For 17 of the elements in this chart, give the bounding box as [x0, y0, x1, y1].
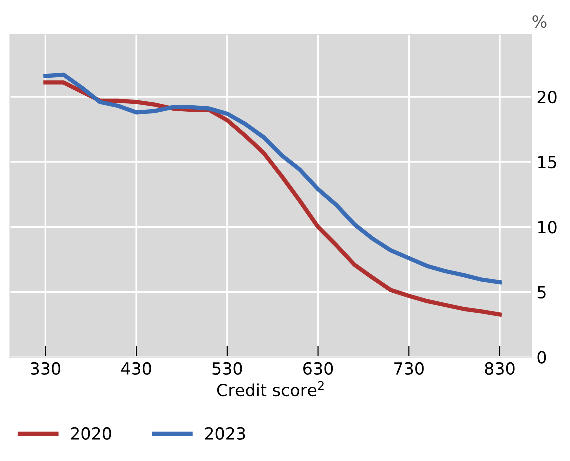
- y-tick-label: 15: [538, 156, 556, 169]
- x-tick-label: 830: [485, 362, 515, 376]
- line-series: [44, 80, 502, 317]
- y-axis-title: %: [532, 16, 547, 28]
- y-tick-label: 10: [538, 221, 557, 234]
- x-tick-label: 530: [212, 362, 242, 376]
- x-tick-label: 430: [121, 362, 152, 376]
- legend-label: 2023: [205, 427, 246, 440]
- x-tick-label: 730: [394, 362, 424, 376]
- legend-label: 2020: [71, 427, 112, 440]
- y-tick-label: 0: [538, 351, 546, 364]
- x-tick-label: 330: [31, 362, 60, 376]
- x-tick-label: 630: [304, 362, 334, 376]
- line-series: [44, 72, 502, 285]
- y-tick-label: 5: [538, 286, 546, 299]
- x-axis-title: Credit score$^{2}$: [217, 381, 324, 397]
- y-tick-label: 20: [538, 90, 557, 104]
